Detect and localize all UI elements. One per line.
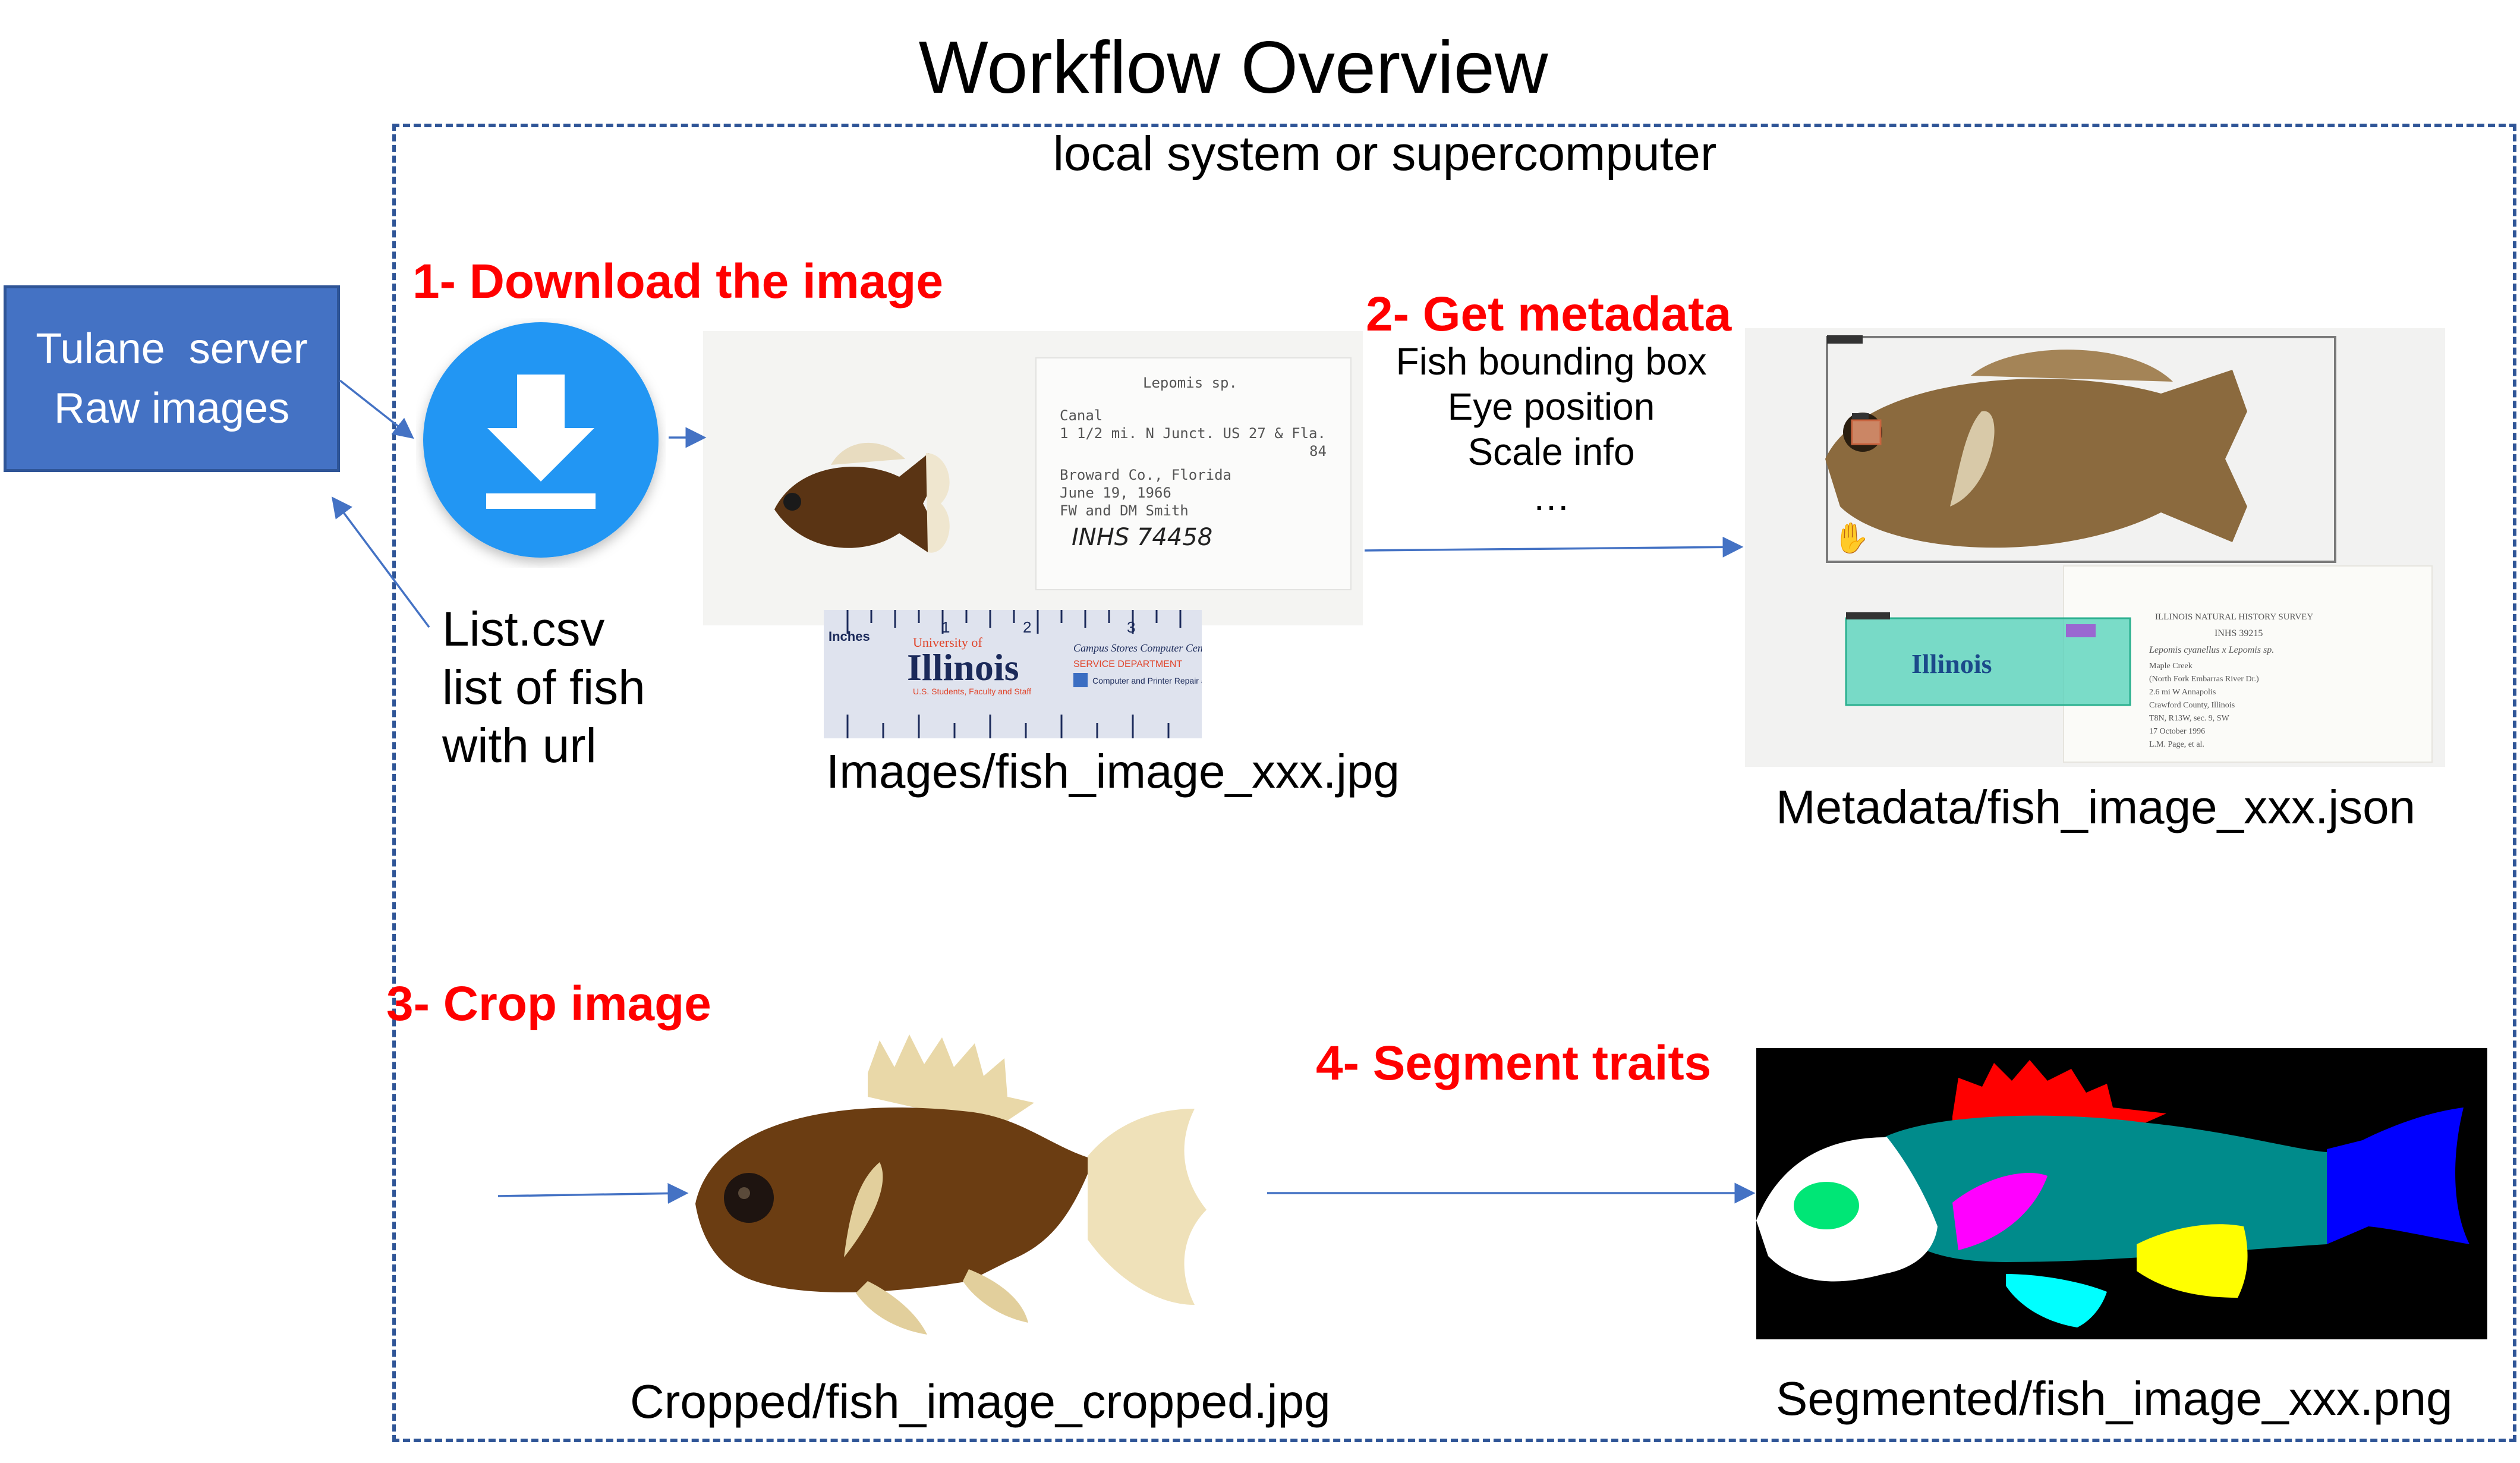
step-download: 1- Download the image xyxy=(412,254,943,309)
specimen-label-line: 84 xyxy=(1309,443,1327,460)
metadata-item: Fish bounding box xyxy=(1396,340,1707,383)
local-system-frame xyxy=(392,124,2516,1442)
meta-label-line: 2.6 mi W Annapolis xyxy=(2149,688,2216,697)
meta-label-line: INHS 39215 xyxy=(2215,628,2263,638)
list-csv-line-1: List.csv xyxy=(442,602,605,656)
metadata-item: Scale info xyxy=(1467,430,1635,473)
segmented-fish-icon xyxy=(1756,1060,2469,1327)
ruler-units: Inches xyxy=(829,629,870,644)
tulane-server-box: Tulane server Raw images xyxy=(4,285,340,472)
scale-ruler-image: Inches 1 2 3 University of Illinois U.S.… xyxy=(824,610,1202,738)
hand-icon: ✋ xyxy=(1833,521,1870,555)
eye-position-box xyxy=(1851,419,1882,445)
list-csv-label: List.csv list of fish with url xyxy=(442,600,645,775)
caption-cropped: Cropped/fish_image_cropped.jpg xyxy=(630,1375,1331,1428)
cropped-fish-image xyxy=(689,1031,1275,1355)
fish-icon xyxy=(774,442,950,553)
ruler-service-dept: SERVICE DEPARTMENT xyxy=(1073,659,1182,669)
page-title: Workflow Overview xyxy=(918,27,1548,109)
meta-label-line: L.M. Page, et al. xyxy=(2149,740,2204,749)
step-metadata: 2- Get metadata xyxy=(1366,287,1732,341)
specimen-label-line: June 19, 1966 xyxy=(1060,484,1171,501)
meta-label-line: Maple Creek xyxy=(2149,662,2193,671)
meta-label-line: (North Fork Embarras River Dr.) xyxy=(2149,675,2259,684)
eye-tag xyxy=(1852,413,1869,419)
fish-bounding-box xyxy=(1826,336,2336,563)
metadata-annotated-image: ✋ ILLINOIS NATURAL HISTORY SURVEY INHS 3… xyxy=(1745,328,2445,767)
ruler-brand: Illinois xyxy=(907,646,1019,688)
specimen-label-line: 1 1/2 mi. N Junct. US 27 & Fla. xyxy=(1060,425,1326,442)
meta-label-line: Crawford County, Illinois xyxy=(2149,701,2235,710)
ruler-number: 3 xyxy=(1127,618,1135,636)
specimen-label-line: FW and DM Smith xyxy=(1060,502,1189,519)
meta-label-line: ILLINOIS NATURAL HISTORY SURVEY xyxy=(2155,612,2313,622)
arrow-image-to-metadata xyxy=(1364,536,1744,558)
bbox-tag xyxy=(1827,335,1863,344)
step-segment: 4- Segment traits xyxy=(1316,1036,1712,1090)
specimen-label-inhs: INHS 74458 xyxy=(1072,524,1212,551)
caption-images: Images/fish_image_xxx.jpg xyxy=(826,745,1400,798)
ruler-top-text: University of xyxy=(913,635,982,650)
list-csv-line-2: list of fish xyxy=(442,660,645,715)
meta-label-line: Lepomis cyanellus x Lepomis sp. xyxy=(2149,645,2274,655)
ruler-number: 1 xyxy=(941,618,950,636)
fish-icon xyxy=(695,1034,1207,1335)
specimen-label-line: Broward Co., Florida xyxy=(1060,467,1231,483)
metadata-items: Fish bounding box Eye position Scale inf… xyxy=(1343,339,1759,520)
metadata-item: … xyxy=(1532,476,1570,518)
step-crop: 3- Crop image xyxy=(386,977,711,1031)
server-line-2: Raw images xyxy=(53,385,290,432)
server-line-1: Tulane server xyxy=(36,325,308,373)
download-icon xyxy=(423,322,659,558)
scale-tag xyxy=(1846,612,1890,619)
caption-metadata: Metadata/fish_image_xxx.json xyxy=(1776,781,2416,833)
specimen-label-line: Canal xyxy=(1060,407,1102,424)
segmented-fish-image xyxy=(1756,1048,2487,1339)
ruler-service-title: Campus Stores Computer Center xyxy=(1073,642,1202,654)
list-csv-line-3: with url xyxy=(442,719,597,773)
scale-marker xyxy=(2066,624,2096,637)
meta-label-line: 17 October 1996 xyxy=(2149,727,2205,736)
ruler-brand: Illinois xyxy=(1911,649,1992,679)
ruler-number: 2 xyxy=(1023,618,1031,636)
arrow-server-to-download xyxy=(339,379,414,439)
frame-label: local system or supercomputer xyxy=(1053,127,1717,181)
arrow-list-to-server xyxy=(331,496,430,628)
ruler-service-line: Computer and Printer Repair and Upgrades xyxy=(1092,676,1202,685)
meta-label-line: T8N, R13W, sec. 9, SW xyxy=(2149,714,2230,723)
caption-segmented: Segmented/fish_image_xxx.png xyxy=(1776,1372,2453,1425)
cart-icon xyxy=(1073,673,1088,687)
specimen-label-line: Lepomis sp. xyxy=(1143,375,1237,391)
arrow-into-crop xyxy=(497,1182,689,1204)
ruler-sub-text: U.S. Students, Faculty and Staff xyxy=(913,687,1031,696)
metadata-item: Eye position xyxy=(1447,385,1655,428)
raw-fish-image: Lepomis sp. Canal 1 1/2 mi. N Junct. US … xyxy=(703,331,1363,625)
